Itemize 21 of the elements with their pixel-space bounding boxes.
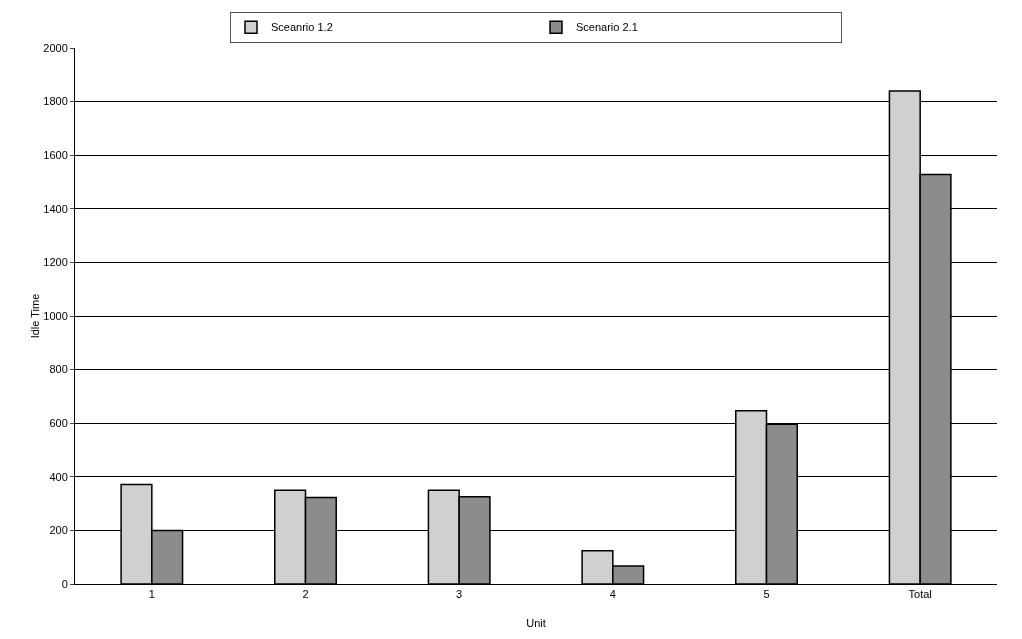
x-tick-label: Total [908, 588, 932, 601]
y-tick-label: 600 [49, 417, 68, 430]
y-tick-label: 1800 [43, 95, 68, 108]
y-tick-label: 2000 [43, 41, 68, 54]
y-axis-title: Idle Time [29, 293, 42, 339]
y-tick-label: 400 [49, 470, 68, 483]
y-tick-label: 0 [61, 577, 68, 590]
y-tick-label: 200 [49, 524, 68, 537]
y-tick-label: 800 [49, 363, 68, 376]
y-tick-label: 1000 [43, 309, 68, 322]
x-axis-title: Unit [526, 617, 546, 629]
x-tick-label: 1 [148, 588, 155, 601]
x-tick-label: 2 [302, 588, 309, 601]
x-tick-label: 4 [609, 588, 616, 601]
y-tick-label: 1600 [43, 149, 68, 162]
legend-label: Sceanrio 1.2 [271, 21, 333, 34]
y-tick-label: 1200 [43, 256, 68, 269]
y-tick-label: 1400 [43, 202, 68, 215]
x-tick-label: 5 [763, 588, 770, 601]
x-tick-label: 3 [456, 588, 463, 601]
legend-label: Scenario 2.1 [576, 21, 638, 34]
